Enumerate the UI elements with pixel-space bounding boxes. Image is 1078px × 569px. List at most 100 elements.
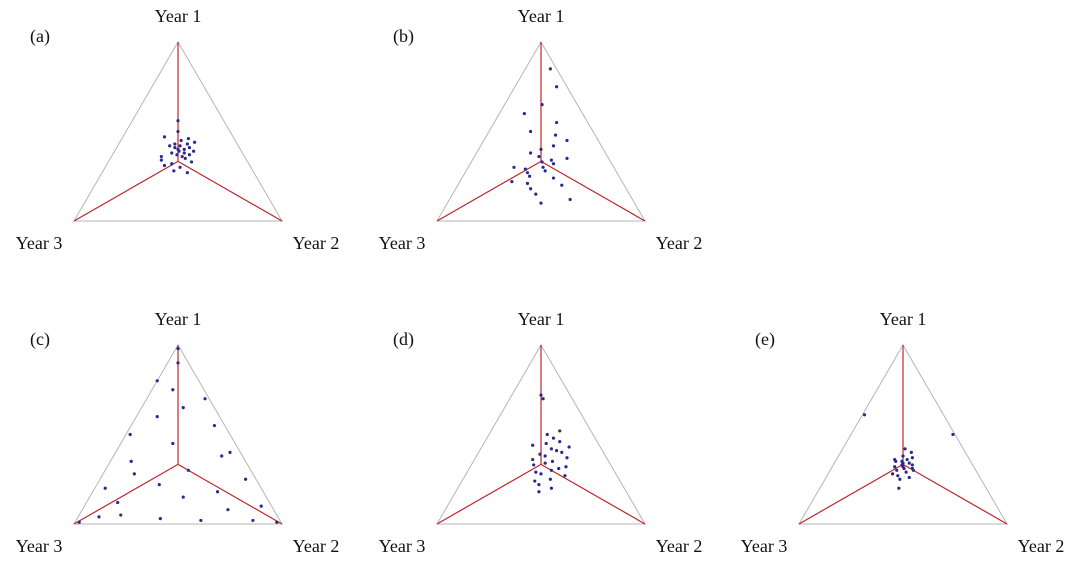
panel-label: (c): [30, 329, 50, 350]
axis-label-right: Year 2: [1018, 536, 1065, 556]
axis-label-top: Year 1: [518, 6, 565, 26]
data-point: [185, 142, 189, 146]
ternary-panel: (b) Year 1 Year 2 Year 3: [379, 6, 703, 253]
data-point: [539, 147, 543, 151]
data-point: [560, 183, 564, 187]
data-point: [178, 144, 182, 148]
data-point: [168, 144, 172, 148]
axis-line: [177, 463, 283, 525]
data-point: [187, 146, 192, 150]
data-point: [171, 388, 175, 392]
axis-line: [177, 160, 283, 222]
axis-label-top: Year 1: [155, 6, 202, 26]
data-point: [162, 135, 167, 139]
data-point: [176, 361, 180, 365]
data-point: [907, 461, 911, 465]
data-point: [529, 151, 533, 155]
data-point: [181, 406, 185, 410]
data-point: [251, 518, 255, 523]
triangle-frame: [73, 41, 283, 222]
triangle-frame: [436, 344, 646, 525]
data-point: [522, 112, 526, 116]
data-point: [910, 463, 914, 467]
data-point: [560, 450, 564, 454]
data-point: [523, 167, 528, 171]
data-point: [545, 432, 549, 437]
data-point: [212, 423, 216, 428]
data-point: [539, 393, 543, 397]
data-point: [551, 176, 556, 180]
data-point: [199, 518, 203, 523]
data-point: [537, 154, 541, 159]
data-point: [192, 149, 196, 153]
axis-line: [540, 463, 646, 525]
data-point: [543, 169, 547, 173]
panel-label: (e): [755, 329, 775, 350]
data-point: [189, 160, 194, 164]
panel-label: (d): [393, 329, 414, 350]
axis-label-right: Year 2: [293, 536, 340, 556]
data-point: [901, 461, 905, 465]
data-point: [558, 429, 562, 433]
axis-line: [73, 160, 179, 222]
axis-label-top: Year 1: [880, 309, 927, 329]
data-point: [132, 472, 136, 476]
data-point: [541, 397, 545, 401]
data-point: [182, 147, 186, 151]
data-point: [525, 181, 530, 186]
data-point: [911, 468, 916, 472]
data-point: [172, 169, 176, 173]
data-point: [129, 459, 133, 463]
data-point: [155, 379, 159, 383]
data-point: [220, 454, 224, 458]
ternary-panel: (a) Year 1 Year 2 Year 3: [16, 6, 340, 253]
data-point: [565, 138, 569, 143]
data-point: [893, 457, 897, 462]
data-point: [529, 129, 533, 134]
data-point: [193, 140, 197, 144]
data-point: [185, 171, 189, 175]
data-point: [97, 515, 101, 519]
data-point: [119, 513, 123, 517]
data-point: [909, 450, 913, 454]
data-point: [187, 153, 192, 157]
data-point: [551, 162, 556, 166]
axis-line: [540, 160, 646, 222]
data-point: [555, 120, 559, 125]
data-point: [567, 445, 571, 449]
data-point: [77, 520, 81, 524]
axis-label-left: Year 3: [741, 536, 788, 556]
data-point: [555, 85, 559, 89]
data-point: [180, 154, 184, 159]
data-point: [178, 165, 182, 169]
data-point: [910, 456, 914, 460]
data-point: [181, 495, 185, 499]
data-point: [158, 517, 162, 521]
data-point: [116, 500, 120, 505]
data-point: [555, 449, 559, 453]
data-point: [525, 171, 530, 175]
data-point: [549, 158, 554, 162]
data-point: [179, 138, 183, 143]
axis-label-top: Year 1: [518, 309, 565, 329]
data-point: [896, 474, 900, 478]
data-point: [159, 158, 163, 162]
data-point: [537, 483, 541, 487]
data-point: [176, 147, 180, 151]
data-point: [228, 450, 232, 454]
data-point: [203, 397, 207, 401]
data-point: [186, 137, 190, 141]
data-point: [532, 463, 536, 467]
axis-label-left: Year 3: [16, 233, 63, 253]
data-point: [549, 468, 554, 472]
data-point: [159, 154, 163, 159]
data-point: [540, 103, 544, 107]
data-point: [553, 133, 558, 137]
data-point: [563, 474, 567, 478]
axis-label-top: Year 1: [155, 309, 202, 329]
data-point: [905, 457, 909, 462]
axis-line: [73, 463, 179, 525]
data-point: [155, 415, 159, 419]
triangle-frame: [73, 344, 283, 525]
